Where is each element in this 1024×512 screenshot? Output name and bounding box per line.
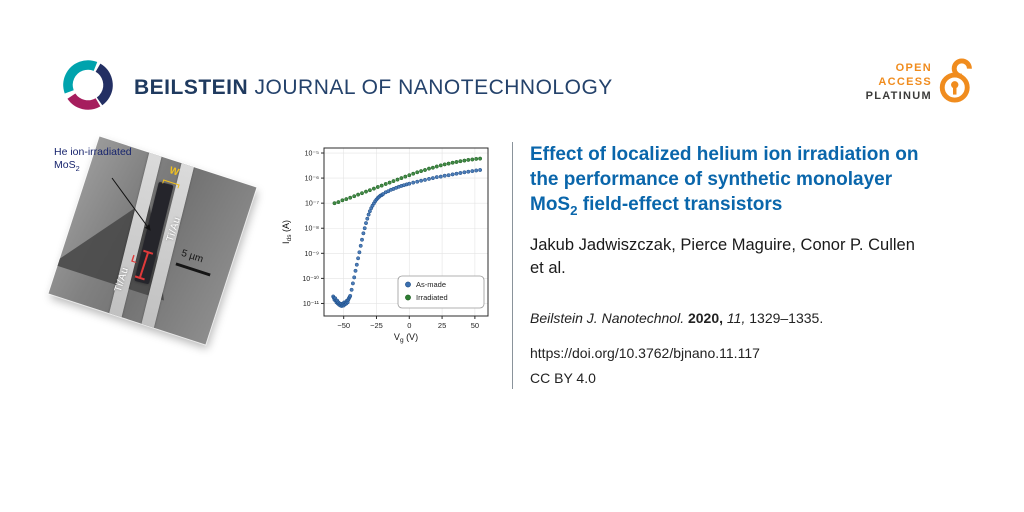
open-access-line1: OPEN — [895, 62, 932, 74]
citation-volume: 11, — [726, 309, 746, 326]
open-access-line3: PLATINUM — [865, 90, 932, 102]
beilstein-logo-swirl — [63, 60, 113, 110]
beilstein-logo — [57, 52, 119, 116]
license-label: CC BY 4.0 — [530, 369, 596, 386]
authors-line1: Jakub Jadwiszczak, Pierce Maguire, Conor… — [530, 235, 915, 254]
chart-legend — [397, 275, 485, 309]
open-access-line2: ACCESS — [878, 76, 932, 88]
title-line2: the performance of synthetic monolayer — [530, 169, 893, 190]
y-tick-label: 10⁻¹⁰ — [302, 275, 319, 283]
x-tick-label: 0 — [407, 321, 411, 330]
legend-item-label: As-made — [416, 280, 446, 289]
title-line1: Effect of localized helium ion irradiati… — [530, 144, 919, 165]
y-tick-label: 10⁻⁶ — [305, 176, 319, 183]
x-tick-label: −50 — [337, 321, 350, 330]
transfer-curve-chart: 10⁻⁵ 10⁻⁶ 10⁻⁷ 10⁻⁸ 10⁻⁹ 10⁻¹⁰ 10⁻¹¹ −50 −25 0 25 5… — [278, 136, 498, 364]
scale-bar-label: 5 µm — [179, 247, 205, 266]
x-tick-label: −25 — [370, 321, 383, 330]
sem-micrograph: Ti/Au Ti/Au W L 5 µm He ion-irradiated M… — [46, 128, 278, 366]
scale-bar — [175, 262, 211, 276]
y-tick-label: 10⁻⁷ — [305, 201, 319, 208]
x-tick-label: 25 — [438, 321, 446, 330]
article-authors: Jakub Jadwiszczak, Pierce Maguire, Conor… — [530, 234, 1000, 280]
citation-year: 2020, — [687, 309, 724, 326]
journal-name-bold: BEILSTEIN — [134, 76, 249, 99]
citation-journal: Beilstein J. Nanotechnol. — [530, 309, 685, 326]
x-tick-label: 50 — [471, 321, 479, 330]
open-access-badge: OPEN ACCESS PLATINUM — [866, 61, 932, 103]
doi-link[interactable]: https://doi.org/10.3762/bjnano.11.117 — [530, 344, 760, 361]
legend-item-label: Irradiated — [416, 293, 448, 302]
y-tick-label: 10⁻¹¹ — [303, 301, 320, 308]
journal-name-rest: JOURNAL OF NANOTECHNOLOGY — [248, 76, 613, 99]
citation-pages: 1329–1335. — [749, 309, 824, 326]
y-tick-label: 10⁻⁹ — [305, 251, 319, 258]
article-title[interactable]: Effect of localized helium ion irradiati… — [530, 142, 1000, 223]
title-line3: MoS2 field-effect transistors — [530, 194, 783, 218]
article-info: Effect of localized helium ion irradiati… — [530, 142, 1000, 386]
iv-chart-svg: 10⁻⁵ 10⁻⁶ 10⁻⁷ 10⁻⁸ 10⁻⁹ 10⁻¹⁰ 10⁻¹¹ −50 −25 0 25 5… — [281, 147, 489, 344]
article-citation: Beilstein J. Nanotechnol. 2020, 11, 1329… — [530, 310, 1000, 326]
y-tick-label: 10⁻⁸ — [305, 226, 319, 233]
x-axis-label: Vg (V) — [394, 332, 418, 344]
authors-line2: et al. — [530, 258, 566, 277]
journal-wordmark: BEILSTEIN JOURNAL OF NANOTECHNOLOGY — [134, 76, 613, 100]
open-access-icon — [936, 56, 980, 106]
divider — [512, 142, 513, 389]
y-tick-label: 10⁻⁵ — [305, 151, 319, 158]
he-irradiation-annotation: He ion-irradiated MoS2 — [54, 146, 132, 174]
y-axis-label: Ids (A) — [281, 220, 293, 244]
